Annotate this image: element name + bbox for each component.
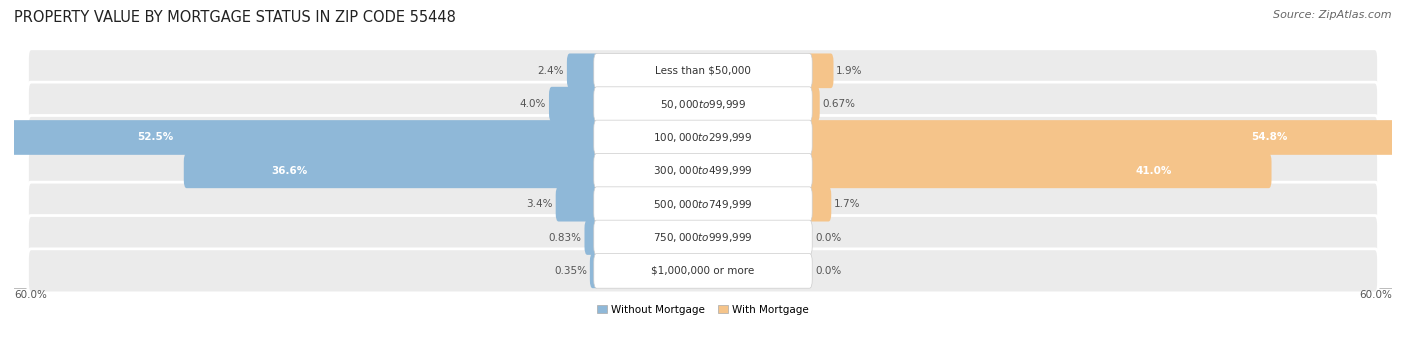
Text: Less than $50,000: Less than $50,000 bbox=[655, 66, 751, 76]
FancyBboxPatch shape bbox=[807, 87, 820, 121]
Text: $1,000,000 or more: $1,000,000 or more bbox=[651, 266, 755, 276]
Text: 0.67%: 0.67% bbox=[823, 99, 855, 109]
FancyBboxPatch shape bbox=[593, 120, 813, 155]
FancyBboxPatch shape bbox=[593, 87, 813, 121]
FancyBboxPatch shape bbox=[807, 153, 1271, 188]
Text: 1.9%: 1.9% bbox=[837, 66, 863, 76]
FancyBboxPatch shape bbox=[28, 182, 1378, 226]
FancyBboxPatch shape bbox=[567, 53, 599, 88]
Text: 0.0%: 0.0% bbox=[815, 233, 841, 242]
Text: 60.0%: 60.0% bbox=[1360, 290, 1392, 300]
Legend: Without Mortgage, With Mortgage: Without Mortgage, With Mortgage bbox=[598, 305, 808, 314]
Text: Source: ZipAtlas.com: Source: ZipAtlas.com bbox=[1274, 10, 1392, 20]
Text: 0.83%: 0.83% bbox=[548, 233, 582, 242]
FancyBboxPatch shape bbox=[28, 216, 1378, 259]
Text: 4.0%: 4.0% bbox=[520, 99, 546, 109]
FancyBboxPatch shape bbox=[593, 53, 813, 88]
Text: $750,000 to $999,999: $750,000 to $999,999 bbox=[654, 231, 752, 244]
Text: 3.4%: 3.4% bbox=[526, 199, 553, 209]
FancyBboxPatch shape bbox=[28, 249, 1378, 293]
Text: 36.6%: 36.6% bbox=[271, 166, 307, 176]
FancyBboxPatch shape bbox=[807, 53, 834, 88]
FancyBboxPatch shape bbox=[593, 187, 813, 222]
FancyBboxPatch shape bbox=[807, 120, 1406, 155]
Text: 2.4%: 2.4% bbox=[537, 66, 564, 76]
Text: $50,000 to $99,999: $50,000 to $99,999 bbox=[659, 98, 747, 111]
FancyBboxPatch shape bbox=[28, 82, 1378, 126]
Text: $100,000 to $299,999: $100,000 to $299,999 bbox=[654, 131, 752, 144]
FancyBboxPatch shape bbox=[28, 49, 1378, 93]
FancyBboxPatch shape bbox=[585, 220, 599, 255]
Text: 60.0%: 60.0% bbox=[14, 290, 46, 300]
FancyBboxPatch shape bbox=[555, 187, 599, 222]
FancyBboxPatch shape bbox=[593, 254, 813, 288]
FancyBboxPatch shape bbox=[593, 220, 813, 255]
FancyBboxPatch shape bbox=[6, 120, 599, 155]
Text: $300,000 to $499,999: $300,000 to $499,999 bbox=[654, 164, 752, 177]
Text: 0.35%: 0.35% bbox=[554, 266, 588, 276]
Text: 54.8%: 54.8% bbox=[1251, 133, 1288, 142]
Text: 41.0%: 41.0% bbox=[1136, 166, 1173, 176]
Text: 1.7%: 1.7% bbox=[834, 199, 860, 209]
FancyBboxPatch shape bbox=[548, 87, 599, 121]
FancyBboxPatch shape bbox=[28, 149, 1378, 193]
Text: PROPERTY VALUE BY MORTGAGE STATUS IN ZIP CODE 55448: PROPERTY VALUE BY MORTGAGE STATUS IN ZIP… bbox=[14, 10, 456, 25]
FancyBboxPatch shape bbox=[184, 153, 599, 188]
FancyBboxPatch shape bbox=[807, 187, 831, 222]
FancyBboxPatch shape bbox=[593, 153, 813, 188]
FancyBboxPatch shape bbox=[591, 254, 599, 288]
Text: $500,000 to $749,999: $500,000 to $749,999 bbox=[654, 198, 752, 211]
Text: 52.5%: 52.5% bbox=[138, 133, 173, 142]
FancyBboxPatch shape bbox=[28, 116, 1378, 159]
Text: 0.0%: 0.0% bbox=[815, 266, 841, 276]
